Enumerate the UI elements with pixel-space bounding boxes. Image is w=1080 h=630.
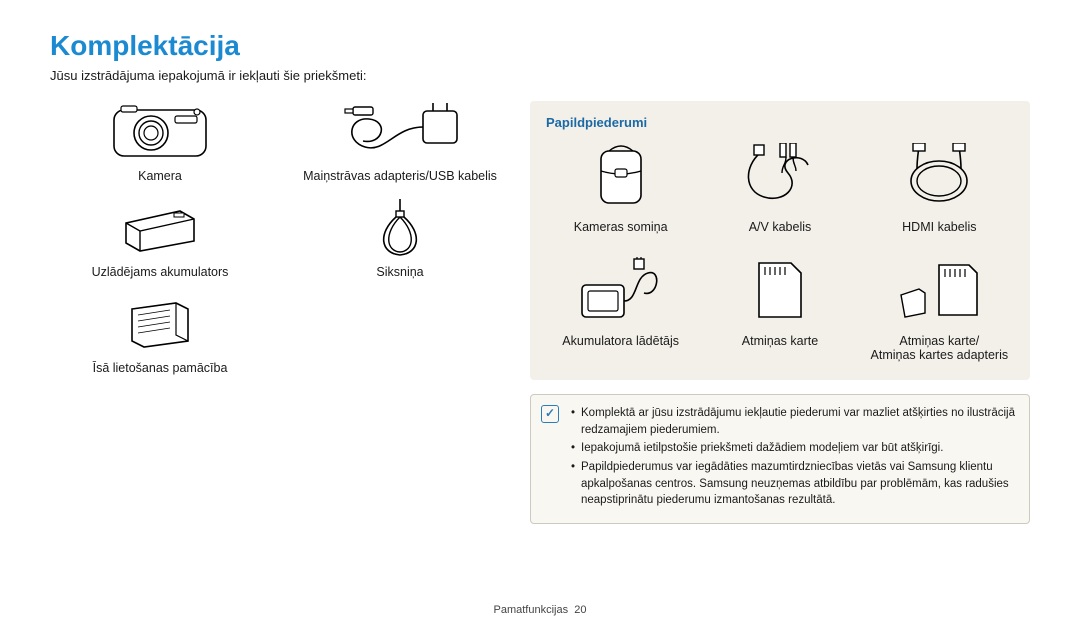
acc-case: Kameras somiņa [546,140,695,234]
info-note: Komplektā ar jūsu izstrādājumu iekļautie… [571,405,1015,438]
item-label: Atmiņas karte/ [871,334,1009,348]
acc-memcard: Atmiņas karte [705,254,854,362]
acc-av: A/V kabelis [705,140,854,234]
item-label: Siksniņa [376,265,423,279]
accessories-panel: Papildpiederumi Kameras somiņa [530,101,1030,380]
item-label: Kameras somiņa [574,220,668,234]
accessories-title: Papildpiederumi [546,115,1014,130]
item-label: A/V kabelis [749,220,812,234]
hdmi-cable-icon [899,143,979,209]
item-label: Īsā lietošanas pamācība [93,361,228,375]
included-items: Kamera Maiņstrāvas adapte [50,101,510,524]
item-adapter: Maiņstrāvas adapteris/USB kabelis [290,101,510,183]
battery-icon [120,203,200,253]
memadapter-icon [895,259,983,321]
item-guide: Īsā lietošanas pamācība [50,293,270,375]
guide-icon [124,299,196,349]
page-footer: Pamatfunkcijas 20 [0,604,1080,616]
item-battery: Uzlādējams akumulators [50,197,270,279]
page-subtitle: Jūsu izstrādājuma iepakojumā ir iekļauti… [50,68,1030,83]
memcard-icon [753,259,807,321]
item-label: Atmiņas karte [742,334,818,348]
adapter-icon [325,103,475,161]
page-title: Komplektācija [50,30,1030,62]
item-label: Maiņstrāvas adapteris/USB kabelis [303,169,497,183]
item-label: HDMI kabelis [902,220,976,234]
item-camera: Kamera [50,101,270,183]
acc-hdmi: HDMI kabelis [865,140,1014,234]
item-strap: Siksniņa [290,197,510,279]
strap-icon [370,197,430,259]
item-label: Kamera [138,169,182,183]
item-label: Atmiņas kartes adapteris [871,348,1009,362]
info-icon: ✓ [541,405,559,423]
footer-page: 20 [574,604,586,616]
item-label: Akumulatora lādētājs [562,334,679,348]
case-icon [595,143,647,209]
info-panel: ✓ Komplektā ar jūsu izstrādājumu iekļaut… [530,394,1030,524]
info-note: Papildpiederumus var iegādāties mazumtir… [571,459,1015,509]
acc-charger: Akumulatora lādētājs [546,254,695,362]
item-label: Uzlādējams akumulators [92,265,229,279]
charger-icon [578,257,664,323]
camera-icon [111,104,209,160]
acc-memadapter: Atmiņas karte/ Atmiņas kartes adapteris [865,254,1014,362]
av-cable-icon [740,143,820,209]
info-note: Iepakojumā ietilpstošie priekšmeti dažād… [571,440,1015,457]
footer-section: Pamatfunkcijas [494,604,569,616]
